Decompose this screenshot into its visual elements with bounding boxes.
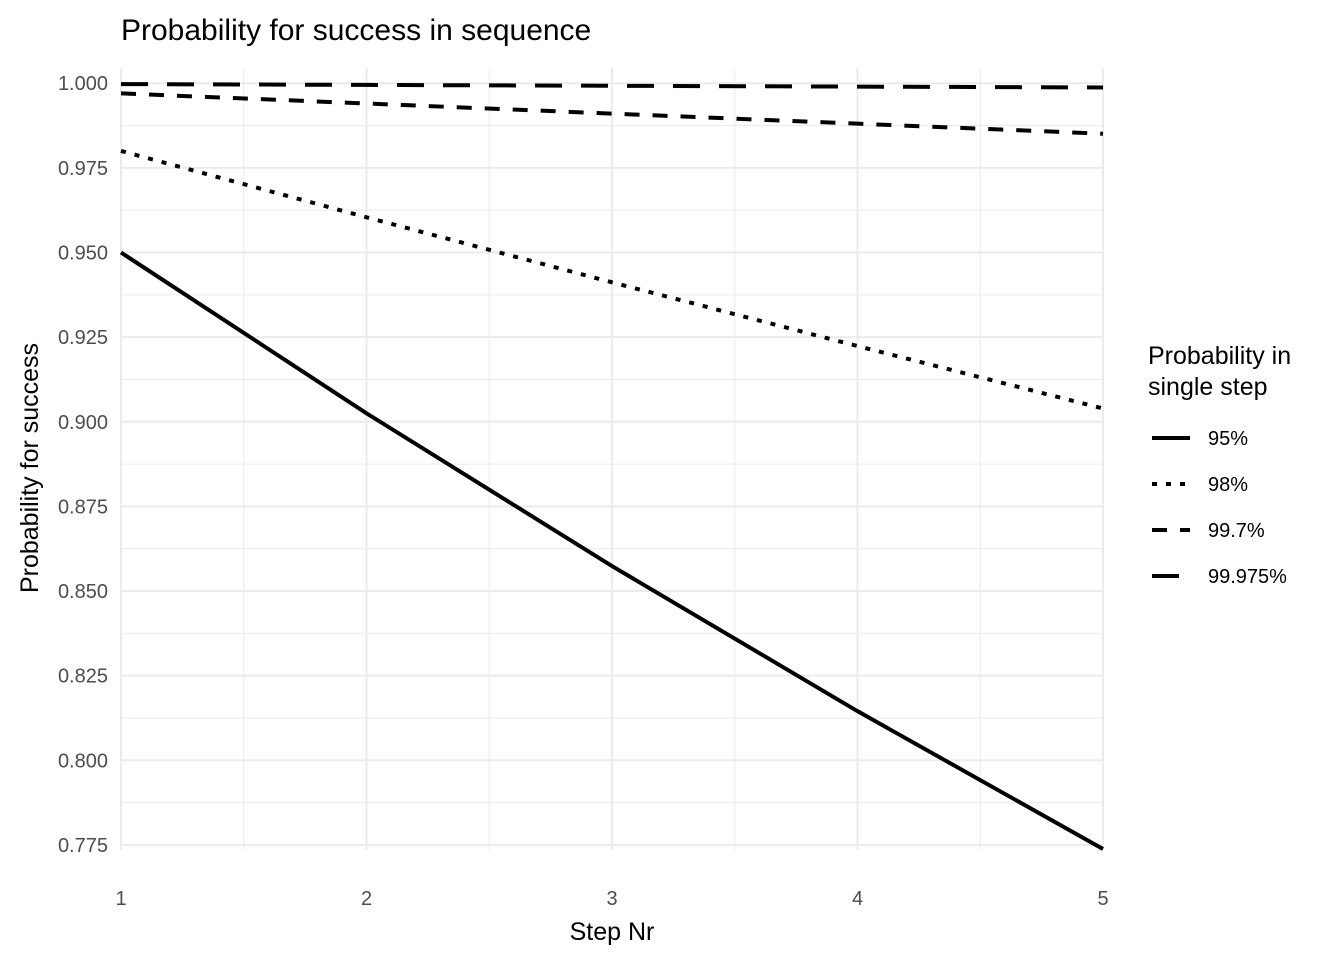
y-tick-label: 0.825 [58, 666, 108, 688]
x-tick-label: 1 [115, 888, 126, 910]
legend-item-label: 98% [1208, 474, 1248, 496]
grid-layer [120, 68, 1104, 850]
series-line-95 [119, 250, 1104, 851]
y-tick-label: 0.900 [58, 412, 108, 434]
series-line-99-975 [120, 82, 1104, 90]
series-line-98 [120, 149, 1104, 411]
x-tick-label: 4 [852, 888, 863, 910]
legend-title: Probability in single step [1148, 342, 1291, 401]
y-tick-label: 0.800 [58, 750, 108, 772]
legend-item-label: 99.7% [1208, 520, 1265, 542]
y-tick-label: 1.000 [58, 73, 108, 95]
y-tick-label: 0.975 [58, 158, 108, 180]
legend-item-label: 95% [1208, 428, 1248, 450]
y-tick-label: 0.950 [58, 242, 108, 264]
y-tick-label: 0.850 [58, 581, 108, 603]
y-tick-label: 0.875 [58, 496, 108, 518]
y-tick-label: 0.925 [58, 327, 108, 349]
x-tick-label: 5 [1097, 888, 1108, 910]
legend: Probability in single step 95% 98% 99.7% 99.9… [1148, 342, 1291, 588]
chart-title: Probability for success in sequence [121, 14, 591, 47]
series-layer [119, 82, 1104, 851]
x-tick-label: 3 [606, 888, 617, 910]
series-line-99-7 [120, 91, 1104, 136]
axis-layer: 0.775 0.800 0.825 0.850 0.875 0.900 0.925 0.950… [58, 73, 1109, 910]
y-axis-title: Probability for success [16, 343, 44, 593]
legend-item-label: 99.975% [1208, 566, 1287, 588]
x-axis-title: Step Nr [570, 918, 655, 946]
x-tick-label: 2 [361, 888, 372, 910]
y-tick-label: 0.775 [58, 835, 108, 857]
